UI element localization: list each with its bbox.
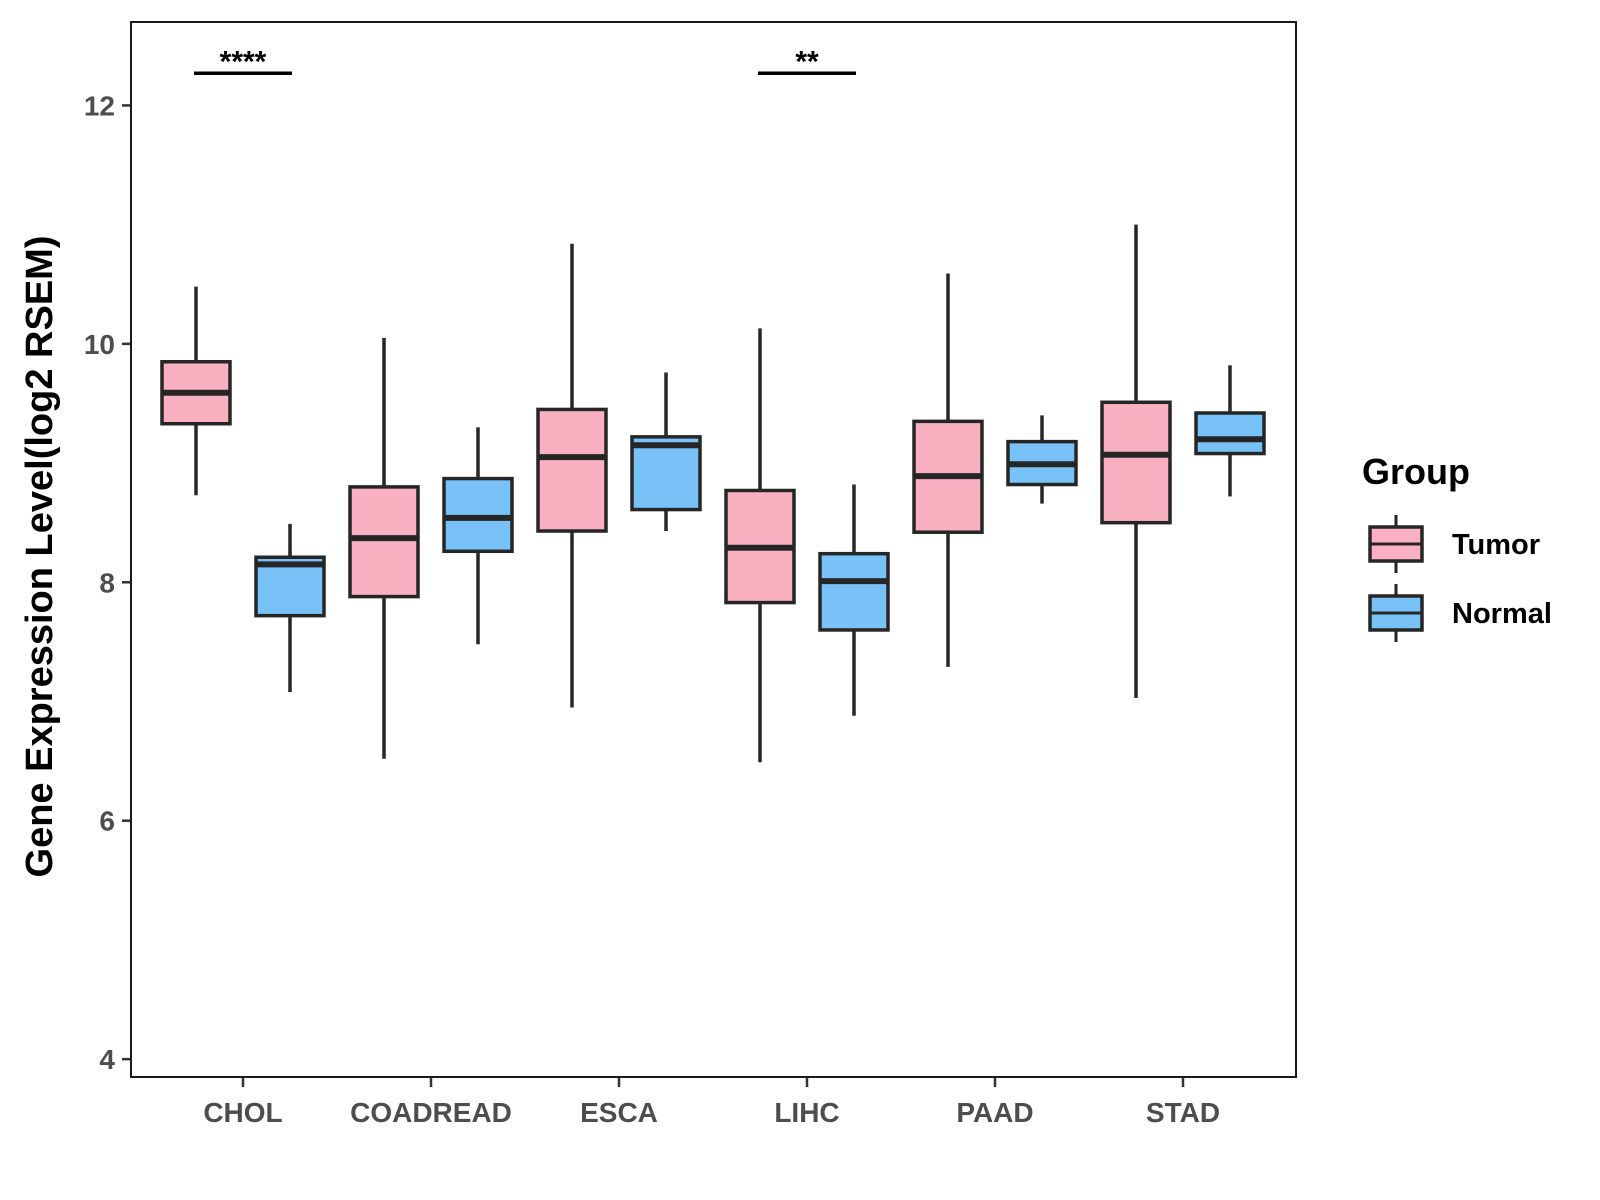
box-tumor-stad <box>1100 224 1172 698</box>
y-axis-title: Gene Expression Level(log2 RSEM) <box>19 236 61 878</box>
significance-annotations: **** ** <box>194 45 856 78</box>
y-tick-label: 6 <box>99 806 115 837</box>
legend-key-normal <box>1368 584 1424 642</box>
box-iqr <box>1194 411 1266 456</box>
legend-label-normal: Normal <box>1452 598 1552 630</box>
x-tick-label: CHOL <box>203 1097 282 1128</box>
box-normal-lihc <box>818 484 890 716</box>
box-normal-stad <box>1194 365 1266 497</box>
box-iqr <box>630 435 702 512</box>
legend-title: Group <box>1362 451 1470 492</box>
legend-key-tumor <box>1368 515 1424 573</box>
significance-label: ** <box>795 45 819 78</box>
box-tumor-chol <box>160 286 232 496</box>
y-tick-label: 4 <box>99 1044 115 1075</box>
box-series <box>160 224 1266 763</box>
y-axis: 4 6 8 10 12 <box>84 90 131 1075</box>
x-tick-label: ESCA <box>580 1097 658 1128</box>
box-normal-esca <box>630 372 702 532</box>
y-tick-label: 12 <box>84 90 115 121</box>
box-iqr <box>1100 400 1172 525</box>
box-iqr <box>536 407 608 533</box>
box-normal-coadread <box>442 427 514 645</box>
x-tick-label: STAD <box>1146 1097 1220 1128</box>
plot-panel-border <box>130 21 1297 1078</box>
x-tick-label: COADREAD <box>350 1097 512 1128</box>
x-tick-label: LIHC <box>774 1097 839 1128</box>
box-tumor-lihc <box>724 328 796 763</box>
box-iqr <box>818 551 890 632</box>
x-axis: CHOL COADREAD ESCA LIHC PAAD STAD <box>203 1077 1220 1128</box>
box-iqr <box>348 485 420 599</box>
legend-label-tumor: Tumor <box>1452 529 1540 561</box>
box-tumor-paad <box>912 273 984 667</box>
y-tick-label: 8 <box>99 567 115 598</box>
box-normal-chol <box>254 523 326 692</box>
legend: Group Tumor Normal <box>1362 451 1552 642</box>
significance-label: **** <box>220 45 267 78</box>
box-normal-paad <box>1006 415 1078 504</box>
y-tick-label: 10 <box>84 329 115 360</box>
box-tumor-coadread <box>348 337 420 759</box>
box-tumor-esca <box>536 243 608 708</box>
x-tick-label: PAAD <box>956 1097 1033 1128</box>
